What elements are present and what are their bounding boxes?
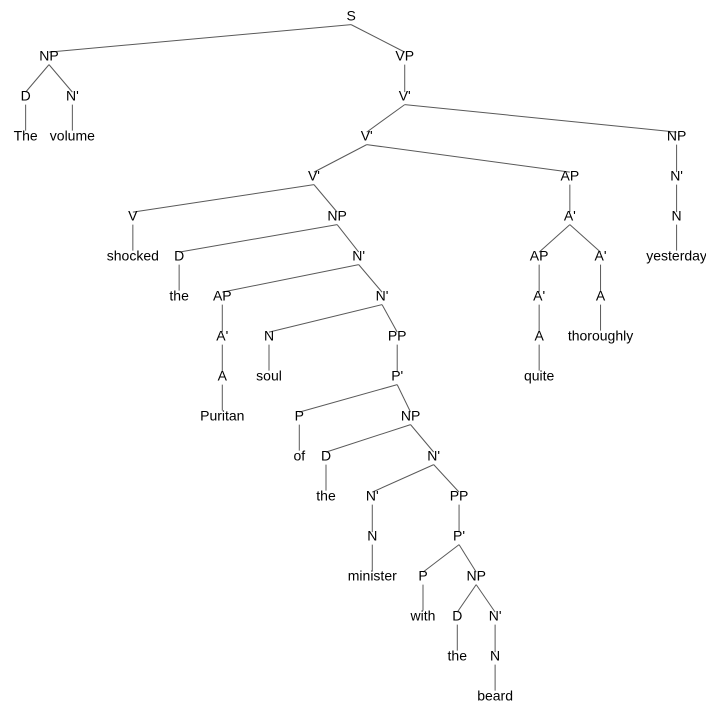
svg-text:volume: volume bbox=[50, 128, 95, 144]
svg-text:with: with bbox=[410, 608, 436, 624]
svg-text:N: N bbox=[264, 328, 274, 344]
svg-text:the: the bbox=[169, 288, 189, 304]
svg-text:A: A bbox=[534, 328, 544, 344]
svg-text:V': V' bbox=[399, 88, 411, 104]
svg-text:N: N bbox=[672, 208, 682, 224]
svg-text:shocked: shocked bbox=[107, 248, 159, 264]
svg-text:NP: NP bbox=[667, 128, 686, 144]
svg-text:N': N' bbox=[489, 608, 502, 624]
svg-text:P': P' bbox=[453, 528, 465, 544]
svg-text:D: D bbox=[452, 608, 462, 624]
svg-text:A': A' bbox=[533, 288, 545, 304]
svg-text:A': A' bbox=[564, 208, 576, 224]
svg-text:N: N bbox=[367, 528, 377, 544]
svg-text:The: The bbox=[14, 128, 38, 144]
svg-text:N': N' bbox=[376, 288, 389, 304]
svg-text:NP: NP bbox=[401, 408, 420, 424]
svg-text:D: D bbox=[321, 448, 331, 464]
svg-text:A': A' bbox=[216, 328, 228, 344]
svg-text:PP: PP bbox=[388, 328, 407, 344]
svg-text:the: the bbox=[448, 648, 468, 664]
svg-text:N': N' bbox=[670, 168, 683, 184]
svg-text:yesterday: yesterday bbox=[646, 248, 706, 264]
svg-text:the: the bbox=[316, 488, 336, 504]
svg-text:A: A bbox=[218, 368, 228, 384]
svg-text:NP: NP bbox=[327, 208, 346, 224]
svg-text:V': V' bbox=[308, 168, 320, 184]
svg-text:N: N bbox=[490, 648, 500, 664]
svg-text:NP: NP bbox=[466, 568, 485, 584]
svg-text:AP: AP bbox=[561, 168, 580, 184]
svg-text:D: D bbox=[21, 88, 31, 104]
svg-text:S: S bbox=[346, 8, 355, 24]
svg-text:beard: beard bbox=[477, 688, 513, 704]
svg-text:VP: VP bbox=[395, 48, 414, 64]
svg-text:quite: quite bbox=[524, 368, 555, 384]
svg-text:AP: AP bbox=[213, 288, 232, 304]
svg-text:thoroughly: thoroughly bbox=[568, 328, 633, 344]
svg-text:V: V bbox=[128, 208, 138, 224]
svg-text:A: A bbox=[596, 288, 606, 304]
svg-text:Puritan: Puritan bbox=[200, 408, 244, 424]
svg-text:of: of bbox=[293, 448, 305, 464]
svg-text:V': V' bbox=[361, 128, 373, 144]
svg-text:P': P' bbox=[391, 368, 403, 384]
svg-text:N': N' bbox=[366, 488, 379, 504]
svg-text:N': N' bbox=[352, 248, 365, 264]
svg-text:N': N' bbox=[427, 448, 440, 464]
svg-text:A': A' bbox=[595, 248, 607, 264]
svg-text:soul: soul bbox=[256, 368, 282, 384]
svg-text:D: D bbox=[174, 248, 184, 264]
svg-text:minister: minister bbox=[348, 568, 397, 584]
svg-text:P: P bbox=[295, 408, 304, 424]
svg-text:NP: NP bbox=[39, 48, 58, 64]
svg-text:PP: PP bbox=[450, 488, 469, 504]
svg-text:AP: AP bbox=[530, 248, 549, 264]
svg-text:P: P bbox=[418, 568, 427, 584]
svg-text:N': N' bbox=[66, 88, 79, 104]
